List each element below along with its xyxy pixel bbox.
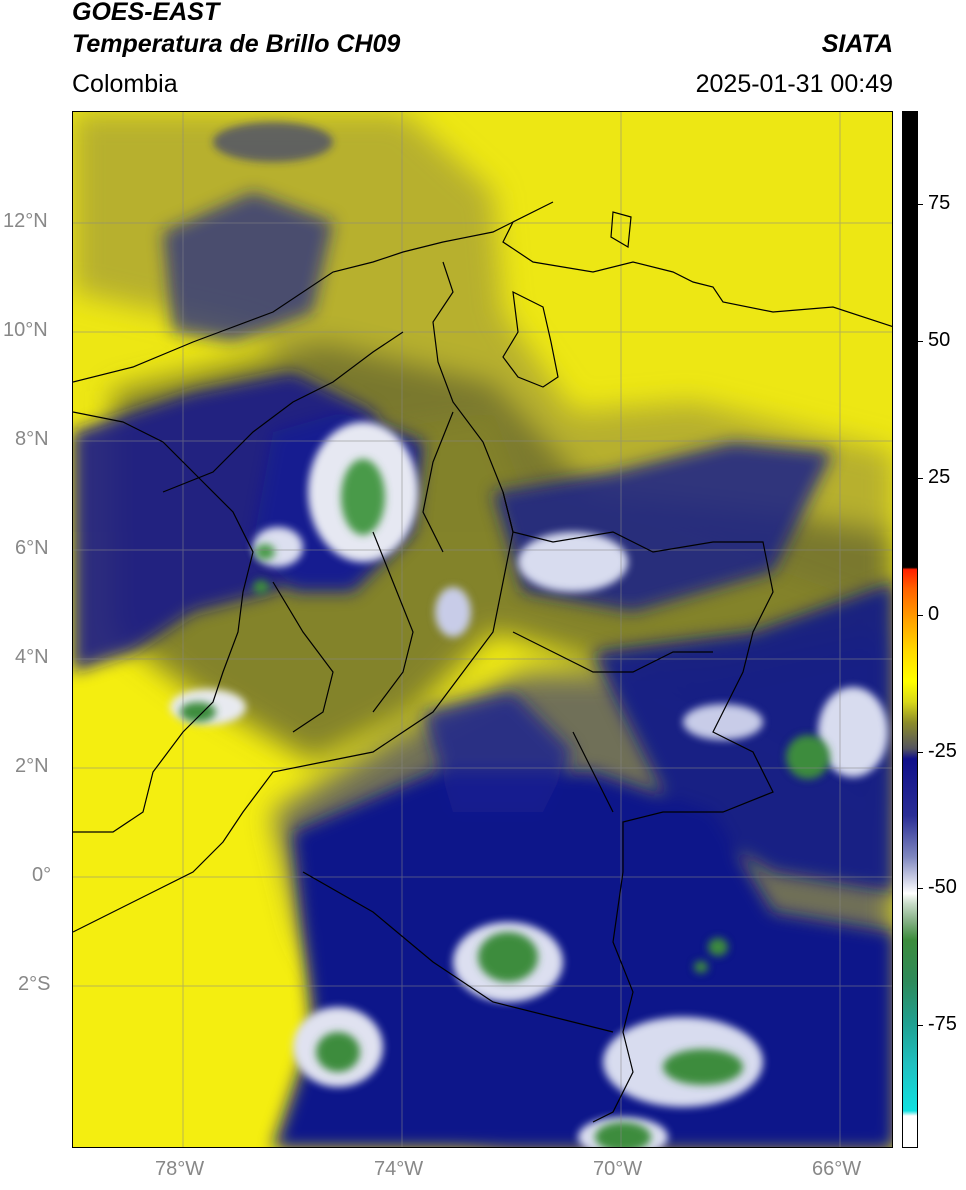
lat-label: 6°N: [15, 537, 49, 559]
colorbar-tick: [918, 752, 923, 753]
colorbar-tick: [918, 204, 923, 205]
satellite-map: [72, 111, 893, 1148]
colorbar-label: -50: [928, 876, 957, 898]
colorbar-label: 25: [928, 466, 951, 488]
lat-label: 2°N: [15, 755, 49, 777]
colorbar-label: -25: [928, 740, 957, 762]
colorbar-tick: [918, 478, 923, 479]
lat-label: 0°: [32, 864, 52, 886]
region-label: Colombia: [72, 70, 178, 98]
lon-label: 70°W: [593, 1158, 643, 1180]
lon-label: 78°W: [155, 1158, 205, 1180]
lat-label: 8°N: [15, 428, 49, 450]
datetime-label: 2025-01-31 00:49: [695, 70, 893, 98]
colorbar-label: 0: [928, 603, 940, 625]
colorbar-label: 50: [928, 329, 951, 351]
satellite-title: GOES-EAST: [72, 0, 220, 26]
colorbar-tick: [918, 1025, 923, 1026]
lon-label: 66°W: [812, 1158, 862, 1180]
lat-label: 2°S: [18, 973, 51, 995]
colorbar-label: -75: [928, 1013, 957, 1035]
lat-label: 4°N: [15, 646, 49, 668]
colorbar-tick: [918, 615, 923, 616]
lat-label: 10°N: [3, 319, 48, 341]
colorbar-tick: [918, 888, 923, 889]
lat-label: 12°N: [3, 210, 48, 232]
colorbar-label: 75: [928, 192, 951, 214]
colorbar-tick: [918, 341, 923, 342]
map-image: [73, 112, 892, 1147]
source-label: SIATA: [821, 30, 893, 58]
product-title: Temperatura de Brillo CH09: [72, 30, 401, 58]
lon-label: 74°W: [374, 1158, 424, 1180]
colorbar: [902, 111, 918, 1148]
colorbar-gradient: [903, 112, 917, 1147]
